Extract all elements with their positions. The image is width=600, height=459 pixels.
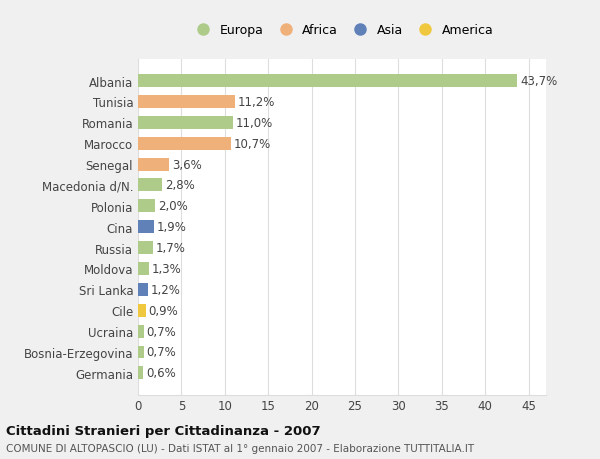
Bar	[138, 221, 154, 234]
Text: COMUNE DI ALTOPASCIO (LU) - Dati ISTAT al 1° gennaio 2007 - Elaborazione TUTTITA: COMUNE DI ALTOPASCIO (LU) - Dati ISTAT a…	[6, 443, 474, 453]
Bar	[138, 117, 233, 129]
Bar	[138, 75, 517, 88]
Bar	[138, 283, 148, 296]
Bar	[138, 137, 231, 151]
Bar	[138, 158, 169, 171]
Text: Cittadini Stranieri per Cittadinanza - 2007: Cittadini Stranieri per Cittadinanza - 2…	[6, 424, 320, 437]
Bar	[138, 367, 143, 380]
Text: 1,9%: 1,9%	[157, 221, 187, 234]
Text: 1,2%: 1,2%	[151, 283, 181, 296]
Text: 11,2%: 11,2%	[238, 96, 275, 109]
Text: 0,7%: 0,7%	[146, 346, 176, 358]
Text: 3,6%: 3,6%	[172, 158, 202, 171]
Text: 2,8%: 2,8%	[165, 179, 194, 192]
Text: 1,3%: 1,3%	[152, 263, 182, 275]
Text: 2,0%: 2,0%	[158, 200, 188, 213]
Text: 0,9%: 0,9%	[148, 304, 178, 317]
Text: 43,7%: 43,7%	[520, 75, 557, 88]
Bar	[138, 263, 149, 275]
Legend: Europa, Africa, Asia, America: Europa, Africa, Asia, America	[185, 19, 499, 42]
Text: 1,7%: 1,7%	[155, 241, 185, 255]
Text: 11,0%: 11,0%	[236, 117, 274, 129]
Bar	[138, 96, 235, 109]
Text: 0,6%: 0,6%	[146, 367, 176, 380]
Bar	[138, 325, 144, 338]
Bar	[138, 346, 144, 358]
Bar	[138, 200, 155, 213]
Text: 10,7%: 10,7%	[233, 137, 271, 151]
Text: 0,7%: 0,7%	[146, 325, 176, 338]
Bar	[138, 304, 146, 317]
Bar	[138, 241, 153, 254]
Bar	[138, 179, 163, 192]
